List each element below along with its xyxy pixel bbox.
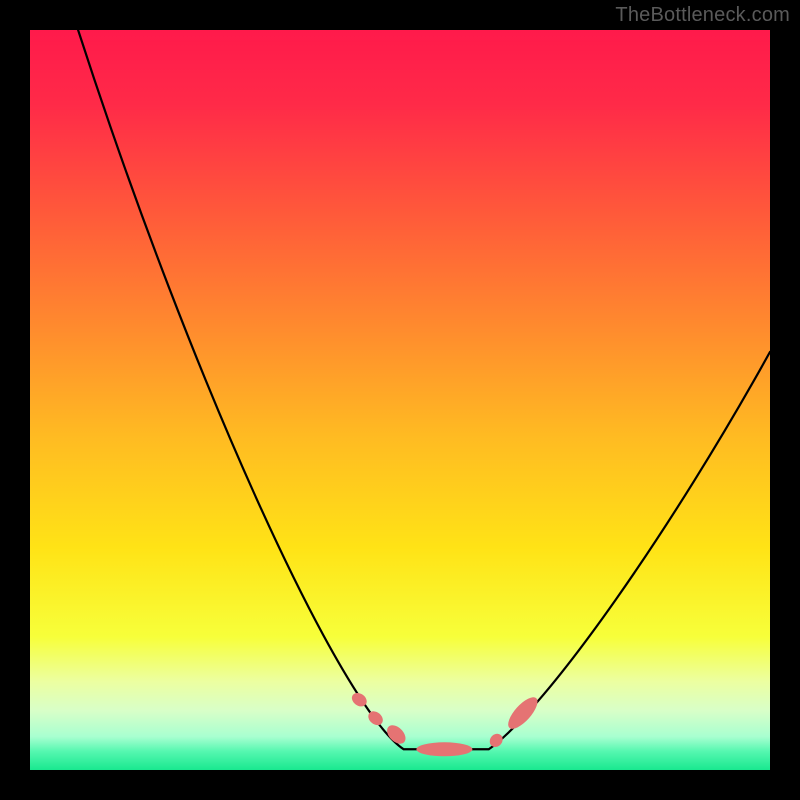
watermark-text: TheBottleneck.com (615, 4, 790, 27)
chart-stage: TheBottleneck.com (0, 0, 800, 800)
curve-marker (416, 742, 472, 756)
bottleneck-chart (0, 0, 800, 800)
plot-background (30, 30, 770, 770)
